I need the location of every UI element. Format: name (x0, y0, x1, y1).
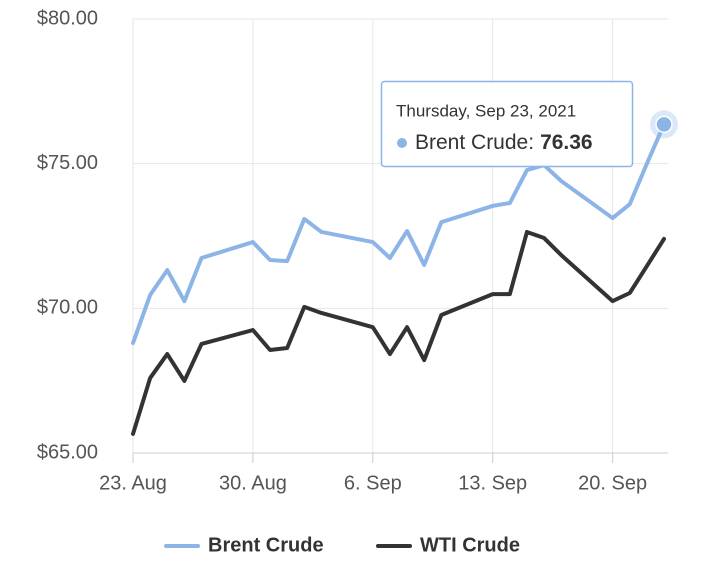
y-tick-label: $80.00 (37, 7, 98, 29)
x-tick-label: 30. Aug (219, 472, 287, 494)
y-tick-label: $65.00 (37, 441, 98, 463)
tooltip-dot (397, 138, 407, 148)
x-tick-label: 6. Sep (344, 472, 402, 494)
tooltip-value: 76.36 (540, 131, 593, 154)
tooltip-line: Brent Crude: 76.36 (415, 131, 593, 154)
x-tick-label: 20. Sep (578, 472, 647, 494)
x-tick-label: 23. Aug (99, 472, 167, 494)
y-tick-label: $70.00 (37, 297, 98, 319)
tooltip-label: Brent Crude: (415, 131, 534, 154)
tooltip: Thursday, Sep 23, 2021 Brent Crude: 76.36 (380, 80, 634, 168)
series-line (131, 229, 666, 436)
series-line (131, 122, 666, 346)
x-tick-label: 13. Sep (458, 472, 527, 494)
hover-point (655, 115, 673, 134)
tooltip-title: Thursday, Sep 23, 2021 (396, 101, 576, 120)
legend-label[interactable]: WTI Crude (420, 534, 520, 556)
tooltip-box (380, 80, 634, 168)
y-tick-label: $75.00 (37, 152, 98, 174)
legend-label[interactable]: Brent Crude (208, 534, 324, 556)
